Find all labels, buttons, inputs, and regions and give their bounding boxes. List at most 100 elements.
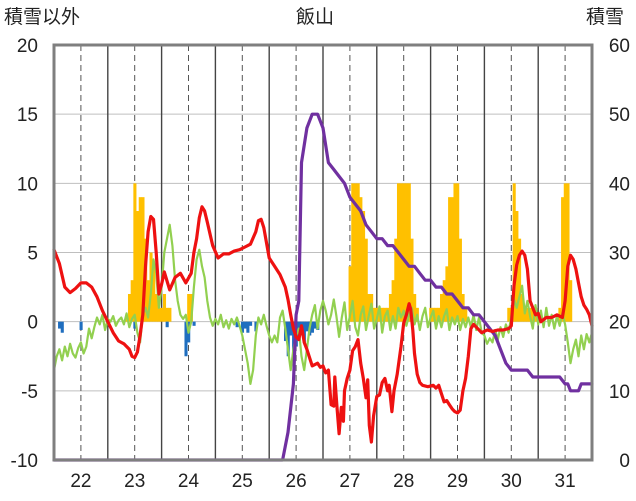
precip-bar	[362, 211, 366, 322]
x-tick-label: 30	[501, 471, 522, 492]
precip-bar	[141, 197, 145, 322]
x-tick-label: 27	[339, 471, 360, 492]
precip-bar	[456, 183, 460, 322]
y-right-tick-label: 10	[609, 382, 630, 403]
precip-bar	[165, 321, 169, 328]
x-tick-label: 28	[393, 471, 414, 492]
precip-bar	[563, 183, 567, 322]
y-right-tick-label: 20	[609, 313, 630, 334]
precip-bar	[569, 280, 573, 322]
precip-bar	[353, 183, 358, 322]
precip-bar	[302, 321, 306, 343]
bar-layer	[58, 183, 573, 357]
precip-bar	[235, 321, 239, 328]
precip-bar	[566, 183, 570, 322]
precip-bar	[58, 321, 62, 329]
precip-bar	[367, 294, 371, 322]
precip-bar	[356, 183, 360, 322]
precip-bar	[133, 321, 137, 329]
x-tick-label: 25	[232, 471, 253, 492]
precip-bar	[254, 321, 258, 332]
precip-bar	[437, 307, 441, 322]
precip-bar	[380, 307, 384, 322]
left-axis-title: 積雪以外	[4, 7, 81, 28]
precip-bar	[464, 307, 468, 322]
y-left-tick-label: -5	[21, 382, 38, 403]
line-layer	[52, 112, 594, 462]
precip-bar	[399, 183, 403, 322]
precip-bar	[434, 307, 438, 322]
precip-bar	[292, 321, 296, 353]
x-tick-label: 29	[447, 471, 468, 492]
precip-bar	[305, 321, 309, 332]
precip-bar	[246, 321, 250, 333]
precip-bar	[289, 321, 293, 336]
precip-bar	[60, 321, 64, 333]
precip-bar	[133, 183, 137, 322]
precip-bar	[531, 307, 535, 322]
y-right-tick-label: 40	[609, 174, 630, 195]
precip-bar	[405, 183, 409, 322]
precip-bar	[364, 238, 368, 322]
precip-bar	[407, 183, 411, 322]
precip-bar	[165, 307, 169, 322]
precip-bar	[388, 294, 392, 322]
precip-bar	[402, 183, 406, 322]
y-left-tick-label: 5	[27, 244, 38, 265]
x-tick-label: 22	[70, 471, 91, 492]
precip-bar	[526, 307, 530, 322]
precip-bar	[440, 294, 444, 322]
precip-bar	[157, 307, 161, 322]
precip-bar	[168, 307, 172, 322]
chart-title: 飯山	[296, 7, 335, 28]
precip-bar	[442, 280, 446, 322]
precip-bar	[391, 280, 395, 322]
precip-bar	[348, 266, 352, 322]
x-tick-label: 23	[124, 471, 145, 492]
precip-bar	[359, 197, 363, 322]
precip-bar	[138, 197, 142, 322]
precip-bar	[187, 294, 191, 322]
precip-bar	[372, 307, 376, 322]
x-tick-label: 31	[555, 471, 576, 492]
precip-bar	[130, 280, 134, 322]
axis-layer	[52, 43, 594, 462]
y-left-tick-label: 0	[27, 313, 38, 334]
precip-bar	[152, 266, 156, 322]
plot-frame	[52, 43, 594, 462]
precip-bar	[523, 307, 527, 322]
precip-bar	[310, 321, 314, 333]
grid-layer	[54, 45, 592, 460]
precip-bar	[410, 238, 414, 322]
precip-bar	[520, 294, 524, 322]
precip-bar	[249, 321, 253, 326]
y-right-tick-label: 60	[609, 36, 630, 57]
y-right-tick-label: 50	[609, 105, 630, 126]
precip-bar	[448, 197, 452, 322]
precip-bar	[413, 294, 417, 322]
y-right-tick-label: 0	[619, 451, 630, 472]
y-right-tick-label: 30	[609, 244, 630, 265]
precip-bar	[458, 238, 462, 322]
y-left-tick-label: 15	[17, 105, 38, 126]
x-tick-label: 26	[286, 471, 307, 492]
y-left-tick-label: 10	[17, 174, 38, 195]
precip-bar	[518, 238, 522, 322]
precip-bar	[512, 183, 516, 322]
precip-bar	[154, 294, 158, 322]
precip-bar	[351, 183, 355, 322]
precip-bar	[127, 294, 132, 322]
precip-bar	[313, 321, 317, 329]
precip-bar	[561, 197, 565, 322]
precip-bar	[146, 280, 150, 322]
precip-bar	[450, 197, 454, 322]
precip-bar	[184, 321, 188, 357]
series-line	[52, 205, 594, 444]
series-line	[52, 112, 594, 462]
precip-bar	[79, 321, 83, 330]
right-axis-title: 積雪	[586, 7, 625, 28]
precip-bar	[453, 183, 457, 322]
precip-bar	[162, 294, 167, 322]
